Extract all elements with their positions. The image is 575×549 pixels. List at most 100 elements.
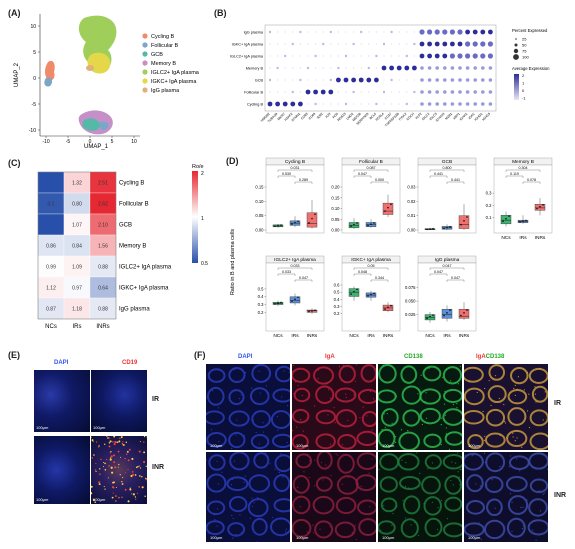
tissue-speck (443, 403, 446, 405)
tissue-speck (208, 372, 211, 374)
cluster-follicular-b (99, 121, 109, 130)
dotplot-gene-label: CD27 (384, 112, 393, 121)
crypt-ring (273, 474, 290, 493)
tissue-speck (417, 478, 420, 480)
f-merge-iga: IgA (476, 354, 486, 360)
boxplot-point (384, 308, 386, 310)
tissue-speck (238, 398, 240, 400)
dotplot-dot (465, 29, 470, 35)
umap-xtick-label: 10 (131, 139, 137, 145)
umap-x-ticks: -10 -5 0 5 10 (42, 136, 137, 145)
heatmap-cell-value: 1.56 (98, 243, 108, 249)
tissue-speck (383, 413, 385, 415)
boxplot-point (370, 223, 372, 225)
crypt-ring (336, 475, 359, 495)
tissue-speck (322, 479, 324, 481)
boxplot-point (294, 221, 296, 224)
tissue-speck (417, 393, 419, 395)
boxplot-point (466, 309, 468, 311)
tissue-speck (486, 484, 488, 486)
boxplot-bracket (277, 273, 296, 276)
cd19-positive-cell (98, 446, 100, 448)
tissue-speck (292, 364, 294, 367)
crypt-ring (380, 408, 399, 427)
umap-ytick-label: 5 (33, 50, 36, 56)
tissue-speck (368, 472, 370, 474)
tissue-speck (391, 524, 393, 526)
dotplot-gene-label: H2AFZ (284, 112, 294, 122)
tissue-speck (501, 508, 503, 510)
crypt-ring (313, 366, 335, 385)
dotplot-dot (277, 43, 279, 45)
boxplot-bracket (277, 175, 296, 178)
dotplot-dot (398, 103, 400, 105)
boxplot-bracket (446, 181, 465, 184)
tissue-speck (456, 407, 458, 409)
tissue-speck (425, 392, 427, 394)
dotplot-dot (427, 41, 432, 47)
boxplot-group-label: NCs (273, 333, 283, 339)
boxplot-ytick-label: 0.20 (331, 185, 340, 190)
umap-legend-label: IgG plasma (151, 88, 180, 94)
cd19-positive-cell (120, 436, 123, 439)
tissue-speck (503, 403, 505, 406)
boxplot-point (536, 207, 538, 210)
panel-e: DAPI CD19 100μm 100μm IR 100μm 100μm INR (34, 360, 184, 510)
dotplot-dot (419, 41, 425, 47)
f-ir-cd138-image: 100μm (378, 364, 462, 450)
e-row-inr: INR (152, 464, 165, 471)
umap-legend-label: IGKC+ IgA plasma (151, 79, 197, 85)
boxplot-point (449, 309, 451, 311)
umap-legend-label: Cycling B (151, 34, 175, 40)
tissue-speck (394, 435, 397, 438)
crypt-ring (292, 518, 312, 538)
boxplot-ytick-label: 0.3 (334, 304, 340, 309)
dotplot-gene-label: FCRL4 (375, 112, 385, 122)
tissue-speck (517, 376, 519, 378)
crypt-ring (247, 498, 269, 518)
dotplot-dot (413, 42, 416, 46)
crypt-ring (400, 518, 419, 538)
tissue-speck (360, 485, 362, 487)
boxplot-pvalue: 0.119 (510, 172, 519, 176)
crypt-ring (272, 388, 290, 403)
tissue-speck (338, 366, 341, 368)
tissue-speck (232, 537, 234, 539)
tissue-speck (516, 388, 518, 390)
dotplot-dot (398, 79, 400, 81)
dotplot-dot (457, 41, 463, 47)
crypt-ring (531, 385, 548, 403)
tissue-speck (251, 497, 253, 499)
boxplot-pvalue: 0.441 (434, 172, 443, 176)
f-merge-cd138: CD138 (485, 354, 505, 360)
dotplot-dot (307, 55, 309, 57)
tissue-speck (521, 528, 524, 530)
crypt-ring (356, 430, 376, 447)
dotplot-dot (269, 67, 271, 69)
boxplot-bracket (429, 169, 465, 172)
boxplot-pvalue: 0.031 (291, 166, 300, 170)
tissue-speck (293, 392, 295, 395)
crypt-ring (486, 498, 503, 517)
tissue-speck (419, 472, 421, 474)
tissue-speck (437, 506, 439, 509)
tissue-speck (483, 439, 486, 441)
dotplot-dot (375, 43, 377, 45)
dotplot-gene-label: IGHG3 (481, 112, 491, 122)
cd19-positive-cell (113, 436, 116, 438)
tissue-speck (513, 387, 515, 389)
boxplot-point (539, 205, 541, 208)
dotplot-dot (299, 67, 301, 69)
boxplot-point (449, 225, 451, 228)
dotplot-dot (337, 31, 339, 33)
dotplot-dot (368, 43, 370, 45)
tissue-speck (282, 476, 284, 478)
tissue-speck (354, 524, 356, 526)
dotplot-row-label: Cycling B (247, 103, 264, 107)
dotplot-dot (405, 54, 408, 58)
dotplot-dot (481, 90, 485, 94)
tissue-speck (232, 517, 234, 520)
dotplot-dot (322, 31, 324, 33)
